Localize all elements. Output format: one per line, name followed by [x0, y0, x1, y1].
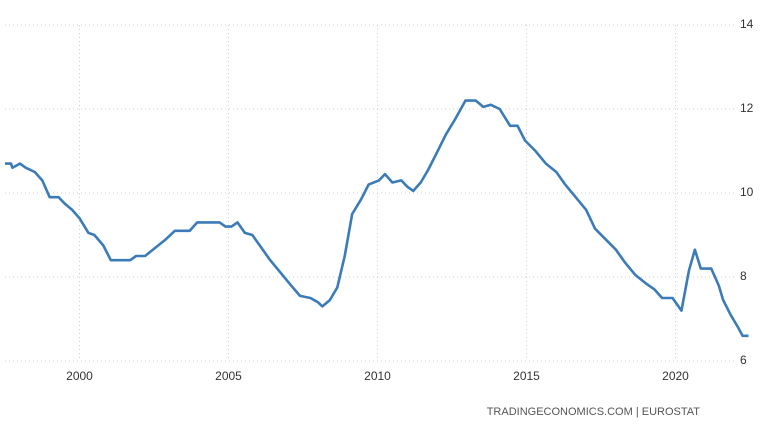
line — [5, 99, 749, 338]
source: TRADINGECONOMICS.COM | EUROSTAT — [487, 406, 701, 418]
y-tick-label: 6 — [740, 353, 747, 367]
y-tick-label: 14 — [740, 17, 754, 31]
y-tick-label: 12 — [740, 101, 754, 115]
y-tick-label: 10 — [740, 185, 754, 199]
x-tick-label: 2005 — [215, 369, 242, 383]
x-tick-label: 2010 — [364, 369, 391, 383]
x-tick-label: 2000 — [66, 369, 93, 383]
x-tick-label: 2015 — [513, 369, 540, 383]
y-tick-label: 8 — [740, 269, 747, 283]
x-tick-label: 2020 — [662, 369, 689, 383]
